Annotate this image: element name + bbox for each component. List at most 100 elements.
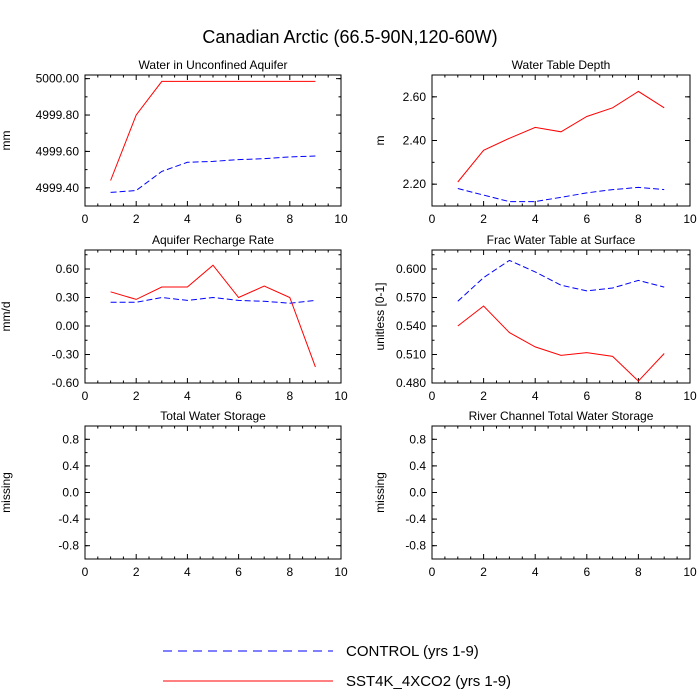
x-tick-label: 10 <box>334 565 348 579</box>
panel-grid: Water in Unconfined Aquifer 0 2 4 6 8 10 4999.4… <box>0 58 697 579</box>
panel-water-table-depth: Water Table Depth 0 2 4 6 8 10 2.20 2.40 2.60 m <box>373 58 697 226</box>
x-tick-label: 8 <box>286 389 293 403</box>
panel-title: Water Table Depth <box>512 58 611 72</box>
y-tick-label: 0.540 <box>396 319 426 333</box>
panel-title: River Channel Total Water Storage <box>469 409 654 423</box>
x-tick-label: 0 <box>82 212 89 226</box>
x-tick-label: 10 <box>334 389 348 403</box>
y-tick-label: 0.0 <box>409 486 426 500</box>
panel-river-channel-total-water-storage: River Channel Total Water Storage 0 2 4 6 8 10… <box>373 409 697 579</box>
x-tick-label: 2 <box>480 565 487 579</box>
x-tick-label: 8 <box>635 565 642 579</box>
y-tick-label: 0.60 <box>56 262 80 276</box>
series-line-sst4k <box>110 264 316 368</box>
y-tick-label: -0.4 <box>58 512 79 526</box>
x-tick-label: 4 <box>184 389 191 403</box>
panel-title: Frac Water Table at Surface <box>487 233 636 247</box>
x-tick-label: 10 <box>683 565 697 579</box>
x-tick-label: 2 <box>480 212 487 226</box>
plot-frame <box>431 74 691 207</box>
y-tick-label: 0.510 <box>396 348 426 362</box>
panel-title: Aquifer Recharge Rate <box>152 233 274 247</box>
x-tick-label: 8 <box>635 389 642 403</box>
y-tick-label: 0.8 <box>62 432 79 446</box>
panel-frac-water-table-at-surface: Frac Water Table at Surface 0 2 4 6 8 10 0.480 0… <box>373 233 697 403</box>
y-axis-label: mm <box>0 131 13 151</box>
y-axis-label: missing <box>0 472 13 513</box>
y-tick-label: 0.8 <box>409 432 426 446</box>
y-tick-label: 5000.00 <box>36 72 80 86</box>
x-tick-label: 2 <box>133 212 140 226</box>
x-tick-label: 4 <box>532 565 539 579</box>
y-tick-label: 0.0 <box>62 486 79 500</box>
y-tick-label: -0.8 <box>405 539 426 553</box>
x-tick-label: 10 <box>683 212 697 226</box>
x-tick-label: 4 <box>532 212 539 226</box>
x-tick-label: 4 <box>184 212 191 226</box>
panel-water-in-unconfined-aquifer: Water in Unconfined Aquifer 0 2 4 6 8 10 4999.4… <box>0 58 348 226</box>
x-tick-label: 0 <box>429 212 436 226</box>
y-tick-label: 0.00 <box>56 319 80 333</box>
y-axis-label: mm/d <box>0 302 13 332</box>
y-tick-label: 2.20 <box>403 177 427 191</box>
x-tick-label: 6 <box>583 212 590 226</box>
x-tick-label: 10 <box>683 389 697 403</box>
y-tick-label: 0.570 <box>396 291 426 305</box>
series-line-control <box>457 186 665 203</box>
y-tick-label: 0.4 <box>409 459 426 473</box>
series-line-sst4k <box>457 90 665 183</box>
plot-frame <box>84 425 342 560</box>
x-tick-label: 0 <box>429 565 436 579</box>
y-axis-label: missing <box>373 472 387 513</box>
y-tick-label: 4999.80 <box>36 108 80 122</box>
series-line-control <box>457 259 665 302</box>
y-tick-label: -0.30 <box>52 348 80 362</box>
x-tick-label: 6 <box>235 389 242 403</box>
x-tick-label: 8 <box>286 212 293 226</box>
y-tick-label: 0.600 <box>396 262 426 276</box>
x-tick-label: 4 <box>184 565 191 579</box>
legend: CONTROL (yrs 1-9) SST4K_4XCO2 (yrs 1-9) <box>163 643 511 690</box>
x-tick-label: 6 <box>235 212 242 226</box>
legend-label-control: CONTROL (yrs 1-9) <box>346 643 479 660</box>
x-tick-label: 6 <box>583 389 590 403</box>
series-line-sst4k <box>457 305 665 382</box>
x-tick-label: 2 <box>133 389 140 403</box>
x-tick-label: 4 <box>532 389 539 403</box>
panel-title: Total Water Storage <box>160 409 266 423</box>
x-tick-label: 8 <box>635 212 642 226</box>
x-tick-label: 0 <box>429 389 436 403</box>
panel-aquifer-recharge-rate: Aquifer Recharge Rate 0 2 4 6 8 10 -0.60 -0.30 0.… <box>0 233 348 403</box>
x-tick-label: 6 <box>235 565 242 579</box>
plot-frame <box>84 249 342 384</box>
x-tick-label: 0 <box>82 565 89 579</box>
y-axis-label: unitless [0-1] <box>373 282 387 350</box>
y-tick-label: 4999.40 <box>36 181 80 195</box>
series-line-control <box>110 296 316 304</box>
legend-label-sst4k: SST4K_4XCO2 (yrs 1-9) <box>346 673 511 690</box>
x-tick-label: 6 <box>583 565 590 579</box>
x-tick-label: 8 <box>286 565 293 579</box>
y-tick-label: 0.480 <box>396 376 426 390</box>
x-tick-label: 10 <box>334 212 348 226</box>
y-tick-label: 0.4 <box>62 459 79 473</box>
y-tick-label: 0.30 <box>56 291 80 305</box>
y-tick-label: 2.60 <box>403 90 427 104</box>
y-axis-label: m <box>373 136 387 146</box>
x-tick-label: 0 <box>82 389 89 403</box>
y-tick-label: -0.4 <box>405 512 426 526</box>
panel-title: Water in Unconfined Aquifer <box>139 58 288 72</box>
plot-frame <box>84 74 342 207</box>
plot-frame <box>431 425 691 560</box>
x-tick-label: 2 <box>133 565 140 579</box>
figure-title: Canadian Arctic (66.5-90N,120-60W) <box>202 27 497 47</box>
series-line-control <box>110 155 316 193</box>
y-tick-label: 4999.60 <box>36 144 80 158</box>
y-tick-label: -0.8 <box>58 539 79 553</box>
series-line-sst4k <box>110 80 316 181</box>
panel-total-water-storage: Total Water Storage 0 2 4 6 8 10 -0.8 -0.4 0.0 0.4… <box>0 409 348 579</box>
x-tick-label: 2 <box>480 389 487 403</box>
y-tick-label: 2.40 <box>403 134 427 148</box>
y-tick-label: -0.60 <box>52 376 80 390</box>
